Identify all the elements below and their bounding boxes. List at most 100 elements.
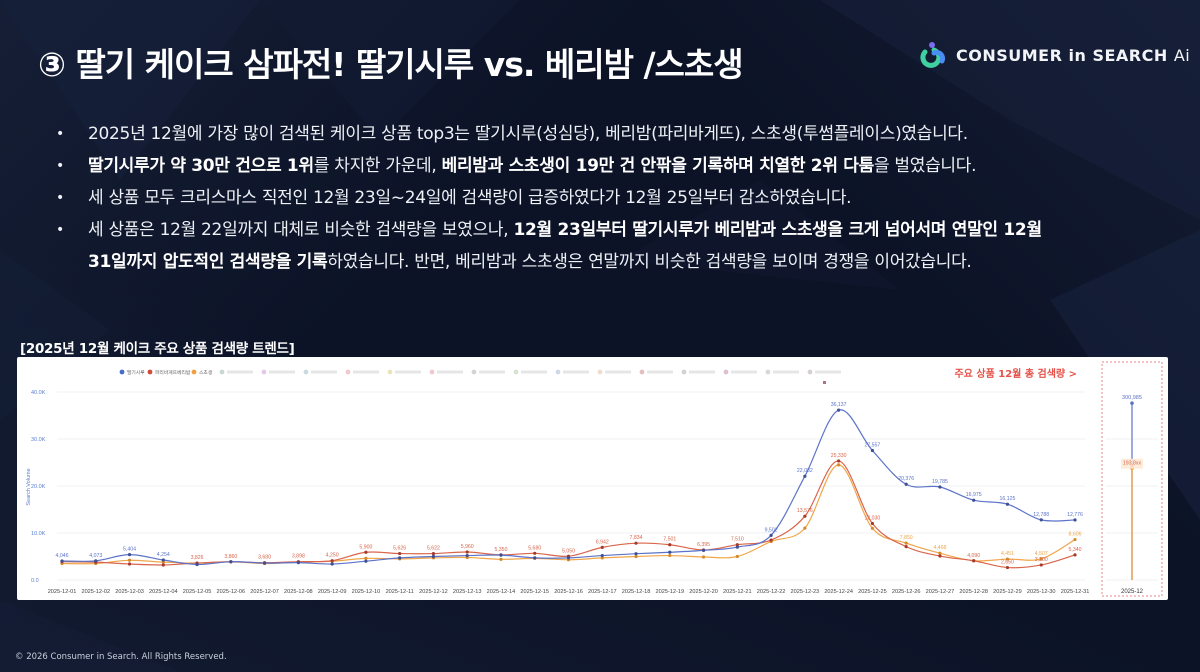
data-point[interactable] bbox=[837, 408, 841, 412]
data-point[interactable] bbox=[1073, 518, 1077, 522]
legend-label[interactable]: 파리바게뜨베리밤 bbox=[155, 369, 191, 376]
data-point[interactable] bbox=[1073, 537, 1077, 542]
data-point[interactable] bbox=[195, 562, 199, 567]
data-point[interactable] bbox=[668, 543, 672, 547]
legend-label-inactive[interactable] bbox=[689, 370, 715, 374]
data-point[interactable] bbox=[398, 556, 402, 560]
data-point[interactable] bbox=[364, 550, 368, 554]
legend-label[interactable]: 스초생 bbox=[199, 369, 212, 376]
data-point[interactable] bbox=[600, 556, 604, 560]
data-point[interactable] bbox=[499, 557, 503, 561]
data-point[interactable] bbox=[127, 553, 132, 557]
legend-label-inactive[interactable] bbox=[521, 370, 547, 374]
legend-label-inactive[interactable] bbox=[311, 370, 337, 374]
data-point[interactable] bbox=[1005, 502, 1010, 506]
data-point[interactable] bbox=[769, 533, 773, 537]
data-point[interactable] bbox=[837, 463, 841, 467]
data-point[interactable] bbox=[904, 545, 908, 549]
data-point[interactable] bbox=[364, 556, 368, 560]
data-point[interactable] bbox=[870, 526, 875, 530]
data-point[interactable] bbox=[701, 555, 706, 559]
data-point[interactable] bbox=[60, 559, 64, 563]
trend-line-chart[interactable]: 0.0 10.0K 20.0K 30.0K 40.0K Search Volume 2025… bbox=[17, 357, 1168, 600]
legend-label-inactive[interactable] bbox=[353, 370, 379, 374]
data-point[interactable] bbox=[668, 553, 672, 558]
data-point[interactable] bbox=[161, 563, 165, 567]
legend-label-inactive[interactable] bbox=[479, 370, 505, 374]
legend-label-inactive[interactable] bbox=[227, 370, 253, 374]
data-point[interactable] bbox=[229, 560, 233, 564]
data-point[interactable] bbox=[837, 459, 841, 463]
data-point[interactable] bbox=[1039, 518, 1043, 522]
data-point[interactable] bbox=[398, 551, 402, 556]
series-line-0[interactable] bbox=[61, 409, 1076, 566]
data-point[interactable] bbox=[803, 514, 807, 518]
legend-label-inactive[interactable] bbox=[731, 370, 757, 374]
data-point[interactable] bbox=[938, 551, 942, 555]
data-point[interactable] bbox=[735, 543, 739, 547]
data-point[interactable] bbox=[1130, 401, 1134, 405]
data-label: 36,137 bbox=[831, 402, 847, 408]
data-point[interactable] bbox=[938, 554, 942, 558]
legend-label-inactive[interactable] bbox=[647, 370, 673, 374]
data-point[interactable] bbox=[533, 551, 537, 555]
data-label: 5,680 bbox=[528, 545, 541, 551]
legend-label-inactive[interactable] bbox=[269, 370, 295, 374]
legend-label-inactive[interactable] bbox=[815, 370, 841, 374]
data-point[interactable] bbox=[127, 558, 132, 562]
data-point[interactable] bbox=[668, 550, 672, 554]
data-point[interactable] bbox=[364, 559, 368, 563]
data-point[interactable] bbox=[1039, 557, 1043, 561]
legend-label-inactive[interactable] bbox=[773, 370, 799, 374]
data-point[interactable] bbox=[600, 553, 604, 558]
data-point[interactable] bbox=[870, 521, 875, 526]
data-point[interactable] bbox=[127, 562, 132, 566]
data-point[interactable] bbox=[735, 545, 739, 549]
data-point[interactable] bbox=[870, 448, 875, 453]
x-tick-label: 2025-12-17 bbox=[588, 589, 617, 595]
data-point[interactable] bbox=[161, 558, 165, 562]
data-point[interactable] bbox=[465, 550, 469, 554]
data-point[interactable] bbox=[972, 498, 976, 502]
data-point[interactable] bbox=[566, 556, 571, 560]
data-point[interactable] bbox=[263, 561, 267, 565]
data-point[interactable] bbox=[938, 485, 942, 489]
data-point[interactable] bbox=[431, 554, 436, 559]
legend-label-inactive[interactable] bbox=[437, 370, 463, 374]
data-point[interactable] bbox=[634, 541, 638, 545]
x-tick-label: 2025-12-25 bbox=[858, 589, 887, 595]
data-point[interactable] bbox=[904, 541, 908, 545]
data-point[interactable] bbox=[296, 561, 300, 565]
data-point[interactable] bbox=[330, 559, 334, 563]
data-point[interactable] bbox=[904, 482, 908, 486]
x-tick-label: 2025-12-24 bbox=[824, 589, 853, 595]
legend-label-inactive[interactable] bbox=[605, 370, 631, 374]
legend-label-inactive[interactable] bbox=[563, 370, 589, 374]
data-point[interactable] bbox=[1039, 563, 1043, 567]
data-label: 4,250 bbox=[326, 553, 339, 559]
data-point[interactable] bbox=[1005, 565, 1010, 570]
data-point[interactable] bbox=[972, 559, 976, 563]
data-point[interactable] bbox=[465, 553, 469, 558]
data-point[interactable] bbox=[431, 551, 436, 556]
total-volume-link[interactable]: 주요 상품 12월 총 검색량 > bbox=[954, 367, 1077, 380]
data-point[interactable] bbox=[533, 556, 537, 560]
data-point[interactable] bbox=[1073, 553, 1077, 557]
data-point[interactable] bbox=[634, 552, 638, 556]
data-point[interactable] bbox=[803, 474, 807, 478]
data-point[interactable] bbox=[735, 554, 739, 559]
data-point[interactable] bbox=[701, 548, 706, 552]
data-point[interactable] bbox=[600, 545, 604, 549]
legend-label[interactable]: 딸기시루 bbox=[127, 369, 145, 376]
data-point[interactable] bbox=[634, 554, 638, 559]
data-point[interactable] bbox=[1005, 557, 1010, 561]
data-label: 5,960 bbox=[461, 544, 474, 550]
legend-marker-icon bbox=[597, 369, 603, 375]
data-point[interactable] bbox=[499, 553, 503, 557]
data-point[interactable] bbox=[330, 562, 334, 566]
data-point[interactable] bbox=[803, 526, 807, 530]
legend-label-inactive[interactable] bbox=[395, 370, 421, 374]
data-point[interactable] bbox=[94, 559, 98, 563]
data-point[interactable] bbox=[769, 538, 773, 542]
data-label: 4,451 bbox=[1001, 551, 1014, 557]
